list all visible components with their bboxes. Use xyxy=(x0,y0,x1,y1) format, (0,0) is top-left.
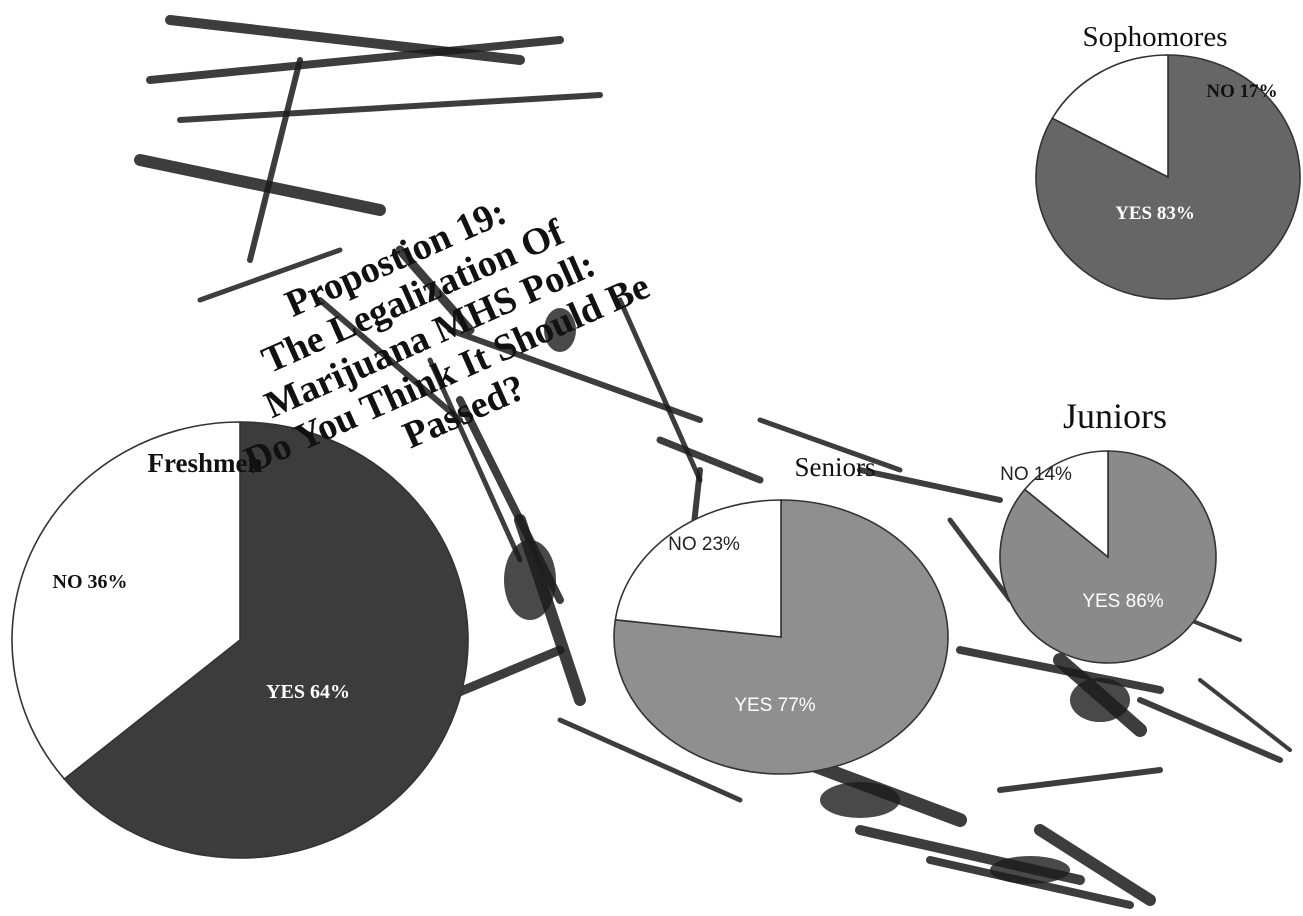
map-texture-stroke xyxy=(1198,678,1292,752)
map-texture-stroke xyxy=(197,247,343,303)
map-texture-blob xyxy=(504,540,556,620)
map-texture-stroke xyxy=(997,767,1163,793)
chart-title: Seniors xyxy=(795,452,876,482)
pie-slice-no xyxy=(1023,450,1109,559)
map-texture-stroke xyxy=(134,154,386,216)
data-label-yes: YES 77% xyxy=(734,695,815,716)
chart-title: Freshmen xyxy=(148,448,263,478)
map-texture-blob xyxy=(544,308,576,352)
map-texture-stroke xyxy=(956,646,1164,694)
map-texture-stroke xyxy=(947,517,1013,603)
pie-slice-no xyxy=(11,421,241,781)
chart-title: Juniors xyxy=(1063,396,1167,436)
map-texture-blob xyxy=(820,782,900,818)
pie-slice-no xyxy=(614,499,782,638)
map-texture-stroke xyxy=(317,297,463,423)
data-label-no: NO 14% xyxy=(1000,464,1072,485)
map-texture-stroke xyxy=(857,467,1003,503)
data-label-yes: YES 64% xyxy=(266,681,350,703)
map-texture-stroke xyxy=(757,417,903,473)
pie-slice-yes xyxy=(63,421,469,859)
pie-charts: YES 64% NO 36% Freshmen YES 83% NO 17% Sophom… xyxy=(11,21,1301,859)
map-texture-blob xyxy=(990,856,1070,884)
california-map-backdrop xyxy=(134,15,1292,909)
map-texture-stroke xyxy=(656,436,764,484)
data-label-no: NO 36% xyxy=(53,571,128,593)
data-label-no: NO 23% xyxy=(668,534,740,555)
data-label-yes: YES 83% xyxy=(1115,203,1195,224)
map-texture-stroke xyxy=(1034,824,1156,906)
data-label-yes: YES 86% xyxy=(1082,591,1163,612)
pie-chart-sophomores: YES 83% NO 17% Sophomores xyxy=(1035,21,1301,300)
chart-title: Sophomores xyxy=(1083,21,1228,53)
map-texture-stroke xyxy=(146,36,564,84)
pie-chart-freshmen: YES 64% NO 36% Freshmen xyxy=(11,421,469,859)
map-texture-stroke xyxy=(427,357,523,563)
map-texture-stroke xyxy=(247,57,303,263)
pie-chart-juniors: YES 86% NO 14% Juniors xyxy=(999,396,1217,664)
map-texture-stroke xyxy=(395,245,475,335)
pie-slice-no xyxy=(1051,54,1169,179)
pie-chart-seniors: YES 77% NO 23% Seniors xyxy=(613,452,949,775)
map-texture-blob xyxy=(1070,678,1130,722)
pie-slice-yes xyxy=(999,450,1217,664)
map-texture-stroke xyxy=(447,327,703,423)
map-texture-stroke xyxy=(165,15,525,65)
data-label-no: NO 17% xyxy=(1206,81,1277,102)
map-texture-stroke xyxy=(177,92,603,123)
map-texture-stroke xyxy=(557,717,743,803)
pie-slice-yes xyxy=(613,499,949,775)
map-texture-stroke xyxy=(1137,697,1283,763)
pie-slice-yes xyxy=(1035,54,1301,300)
